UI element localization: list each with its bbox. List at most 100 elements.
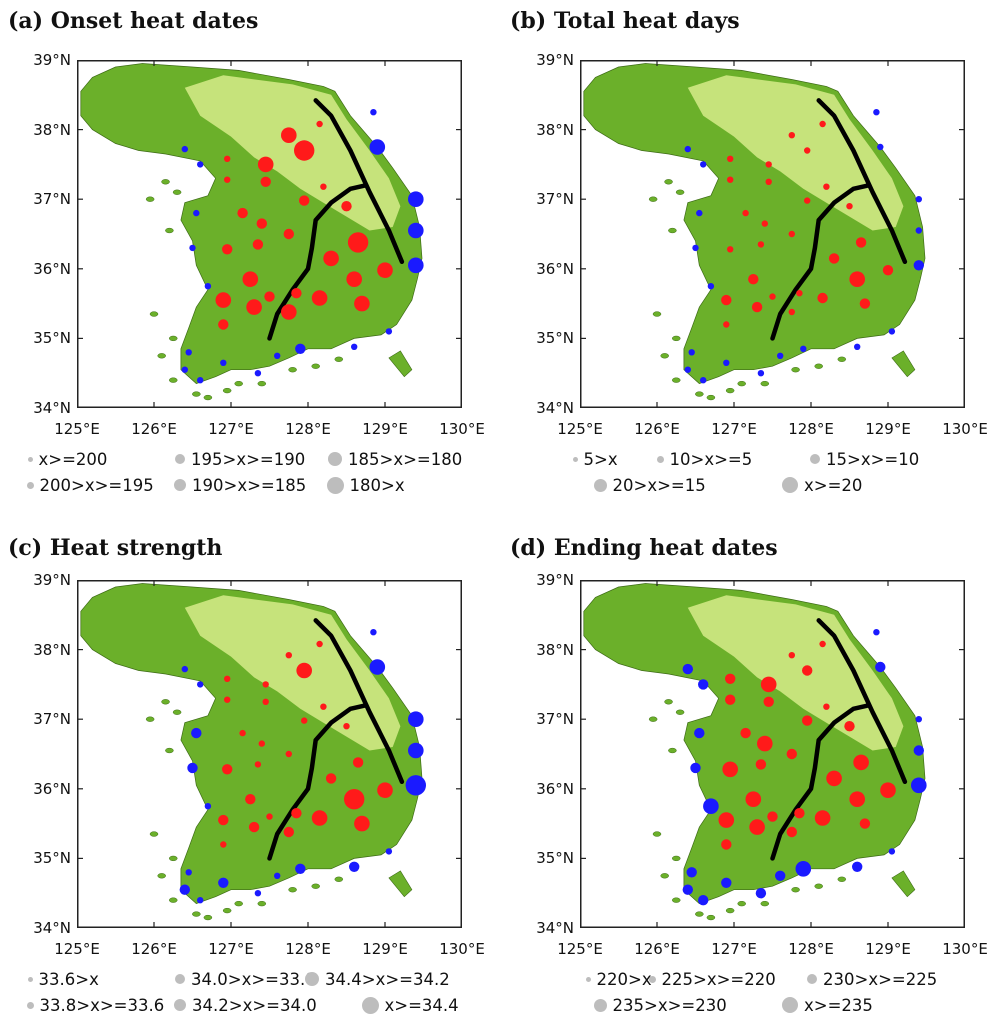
small-island — [149, 311, 159, 317]
legend-marker — [593, 478, 607, 492]
legend-label: 33.8>x>=33.6 — [39, 995, 165, 1015]
station-marker-red — [218, 814, 229, 826]
small-island — [725, 907, 735, 914]
legend-label: x>=200 — [38, 449, 108, 469]
small-island — [664, 179, 673, 185]
station-marker-red — [281, 127, 297, 143]
boundary-line-east — [816, 98, 908, 265]
legend-marker — [782, 997, 798, 1013]
legend-marker — [27, 976, 33, 982]
small-island — [169, 855, 178, 862]
lat-tick-label: 34°N — [33, 399, 71, 417]
legend-item: 10>x>=5 — [656, 448, 752, 470]
lat-tick-label: 37°N — [536, 190, 574, 209]
station-marker-blue — [218, 877, 229, 888]
station-marker-red — [740, 727, 751, 739]
station-marker-red — [859, 818, 871, 829]
small-island — [169, 335, 178, 342]
station-marker-blue — [682, 663, 693, 675]
station-marker-red — [745, 791, 762, 807]
lon-tick-label: 128°E — [285, 940, 331, 958]
station-marker-red — [769, 293, 776, 300]
legend-label: 20>x>=15 — [612, 475, 706, 495]
small-island — [145, 196, 155, 202]
station-marker-red — [246, 299, 262, 315]
station-marker-red — [283, 228, 294, 240]
boundary-line-central — [267, 703, 369, 861]
legend-label: 220>x — [596, 969, 652, 989]
station-marker-red — [757, 735, 773, 752]
small-island — [234, 900, 243, 907]
station-marker-red — [819, 120, 826, 128]
station-marker-blue — [721, 877, 732, 888]
station-marker-red — [788, 132, 795, 139]
station-marker-blue — [408, 191, 424, 207]
small-island — [814, 883, 823, 889]
station-marker-blue — [351, 343, 358, 350]
station-marker-red — [285, 652, 292, 659]
legend-label: 190>x>=185 — [192, 475, 307, 495]
small-island — [192, 391, 201, 397]
legend-label: x>=20 — [804, 475, 863, 495]
map-panel — [580, 580, 965, 928]
station-marker-red — [224, 675, 231, 682]
station-marker-red — [844, 721, 855, 732]
lon-tick-label: 129°E — [362, 940, 408, 958]
station-marker-red — [320, 183, 327, 190]
station-marker-red — [786, 826, 797, 838]
panel-title: (b) Total heat days — [510, 8, 740, 34]
station-marker-red — [242, 271, 259, 287]
small-island — [334, 356, 344, 362]
station-marker-blue — [197, 897, 204, 904]
station-marker-red — [814, 810, 831, 826]
station-marker-red — [849, 271, 865, 287]
legend-marker — [810, 454, 820, 464]
legend-marker — [361, 996, 379, 1014]
small-island — [675, 709, 685, 715]
lon-tick-label: 130°E — [439, 420, 485, 438]
legend-label: 5>x — [583, 449, 618, 469]
station-marker-blue — [204, 803, 212, 810]
small-island — [222, 387, 232, 394]
lon-tick-label: 130°E — [942, 420, 988, 438]
panel-title: (d) Ending heat dates — [510, 535, 778, 561]
station-marker-red — [299, 195, 310, 206]
station-marker-blue — [274, 872, 281, 879]
station-marker-red — [260, 176, 271, 187]
legend-item: 195>x>=190 — [175, 448, 305, 470]
legend-marker — [572, 456, 578, 462]
station-marker-red — [757, 241, 765, 248]
legend-item: 220>x — [585, 968, 652, 990]
map-panel — [77, 60, 462, 408]
lat-tick-label: 39°N — [536, 51, 574, 69]
station-marker-blue — [254, 890, 262, 897]
station-marker-red — [325, 773, 337, 784]
lon-tick-label: 128°E — [788, 420, 834, 438]
station-marker-red — [266, 813, 273, 820]
small-island — [311, 883, 320, 889]
station-marker-blue — [911, 777, 927, 794]
station-marker-blue — [688, 349, 695, 356]
small-island — [672, 897, 681, 903]
station-marker-blue — [703, 798, 719, 814]
small-island — [161, 699, 170, 705]
station-marker-red — [859, 298, 871, 309]
station-marker-red — [237, 207, 248, 219]
small-island — [169, 377, 178, 383]
lon-tick-label: 129°E — [865, 940, 911, 958]
station-marker-red — [222, 764, 233, 775]
station-marker-red — [215, 292, 232, 308]
small-island — [737, 380, 746, 387]
small-island — [165, 227, 174, 234]
legend-label: 225>x>=220 — [661, 969, 776, 989]
station-marker-blue — [370, 109, 377, 116]
station-marker-blue — [408, 222, 424, 239]
station-marker-red — [727, 155, 734, 162]
station-marker-red — [846, 203, 853, 210]
legend-marker — [326, 476, 344, 494]
station-marker-blue — [694, 727, 705, 739]
station-marker-red — [354, 295, 370, 312]
station-marker-blue — [854, 343, 861, 350]
station-marker-red — [377, 782, 393, 798]
station-marker-red — [323, 250, 339, 267]
